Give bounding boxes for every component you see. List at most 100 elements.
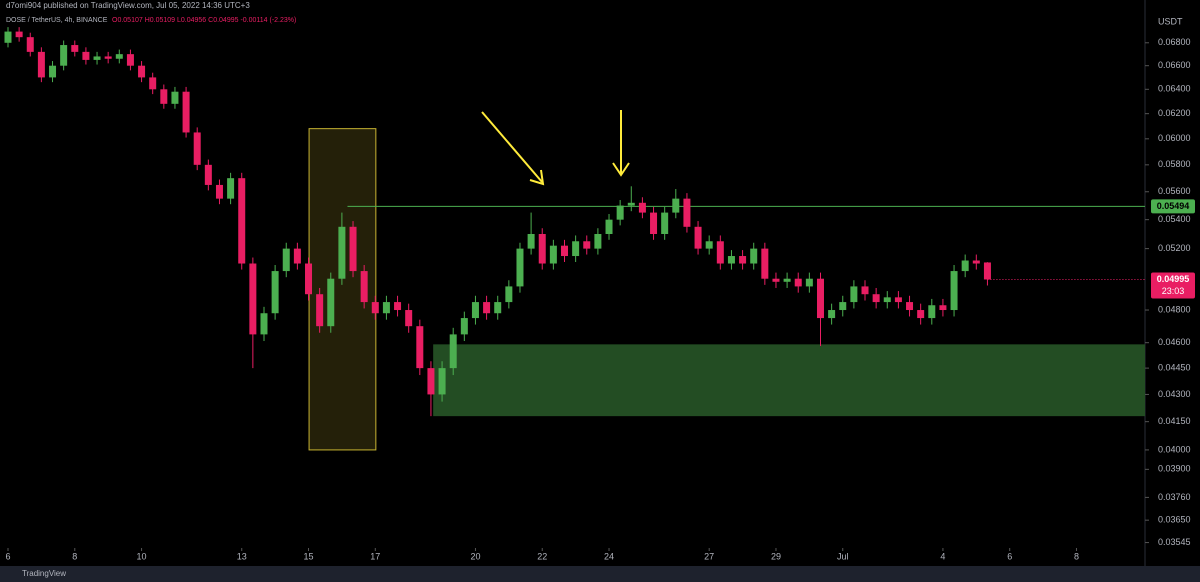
- candle-body: [171, 91, 179, 104]
- candle-body: [182, 91, 190, 133]
- y-tick-label: 0.04000: [1158, 444, 1191, 454]
- candle-body: [126, 54, 134, 66]
- candle-body: [427, 368, 435, 395]
- candle-body: [650, 212, 658, 235]
- candle-body: [60, 45, 68, 66]
- candle-body: [316, 294, 324, 327]
- footer-bar: [0, 566, 1200, 582]
- candle-body: [338, 226, 346, 279]
- candle-body: [572, 241, 580, 257]
- candle-body: [293, 248, 301, 264]
- candle-body: [661, 212, 669, 235]
- x-tick-label: 22: [537, 551, 547, 561]
- candle-body: [894, 297, 902, 303]
- candle-body: [638, 202, 646, 213]
- candle-body: [49, 65, 57, 78]
- candle-body: [839, 302, 847, 311]
- candle-body: [828, 310, 836, 319]
- candle-body: [616, 205, 624, 220]
- candle-body: [939, 305, 947, 311]
- candle-body: [727, 256, 735, 264]
- x-tick-label: 29: [771, 551, 781, 561]
- x-tick-label: 8: [72, 551, 77, 561]
- candle-body: [271, 271, 279, 314]
- candle-body: [816, 278, 824, 319]
- candle-body: [850, 286, 858, 303]
- x-tick-label: 13: [237, 551, 247, 561]
- demand-zone: [433, 344, 1145, 417]
- candle-body: [71, 45, 79, 52]
- candle-body: [750, 248, 758, 264]
- candle-body: [26, 37, 34, 52]
- x-tick-label: 10: [137, 551, 147, 561]
- x-tick-label: 24: [604, 551, 614, 561]
- y-tick-label: 0.05200: [1158, 243, 1191, 253]
- candle-body: [505, 286, 513, 303]
- y-tick-label: 0.03650: [1158, 515, 1191, 525]
- x-tick-label: 17: [370, 551, 380, 561]
- candle-body: [705, 241, 713, 249]
- x-tick-label: 4: [940, 551, 945, 561]
- candle-body: [204, 164, 212, 185]
- candle-body: [249, 263, 257, 335]
- candle-body: [305, 263, 313, 295]
- candle-body: [772, 278, 780, 282]
- candle-body: [327, 278, 335, 327]
- candle-body: [683, 198, 691, 227]
- x-tick-label: 6: [5, 551, 10, 561]
- y-tick-label: 0.05400: [1158, 214, 1191, 224]
- candle-body: [215, 184, 223, 199]
- x-tick-label: 8: [1074, 551, 1079, 561]
- candle-body: [382, 302, 390, 314]
- candle-body: [360, 271, 368, 303]
- y-tick-label: 0.06000: [1158, 133, 1191, 143]
- candle-body: [471, 302, 479, 319]
- candle-body: [672, 198, 680, 213]
- candle-body: [805, 278, 813, 287]
- candle-body: [928, 305, 936, 319]
- y-tick-label: 0.03760: [1158, 492, 1191, 502]
- arrows: [481, 110, 630, 186]
- price-line-tag: [1151, 199, 1195, 214]
- candle-body: [605, 219, 613, 235]
- arrow-head: [612, 162, 630, 177]
- candle-body: [260, 313, 268, 335]
- candle-body: [583, 241, 591, 249]
- x-tick-label: 27: [704, 551, 714, 561]
- x-tick-label: 6: [1007, 551, 1012, 561]
- candle-body: [783, 278, 791, 282]
- last-price-tag: [1151, 272, 1195, 299]
- candle-body: [227, 178, 235, 199]
- candle-body: [438, 368, 446, 395]
- last-price-label: 0.04995: [1157, 274, 1190, 284]
- candle-body: [516, 248, 524, 287]
- y-tick-label: 0.06800: [1158, 37, 1191, 47]
- candle-body: [627, 202, 635, 206]
- price-line-label: 0.05494: [1157, 201, 1190, 211]
- unit: USDT: [1158, 16, 1183, 26]
- y-tick-label: 0.04800: [1158, 304, 1191, 314]
- x-tick-label: Jul: [837, 551, 849, 561]
- candle-body: [716, 241, 724, 264]
- candle-body: [906, 302, 914, 311]
- candle-body: [37, 51, 45, 78]
- candle-body: [93, 56, 101, 60]
- candle-body: [138, 65, 146, 78]
- arrow-head: [529, 169, 545, 186]
- candle-body: [917, 310, 925, 319]
- candle-body: [883, 297, 891, 303]
- y-tick-label: 0.03545: [1158, 537, 1191, 547]
- y-tick-label: 0.04150: [1158, 416, 1191, 426]
- candle-body: [549, 245, 557, 264]
- y-tick-label: 0.06400: [1158, 84, 1191, 94]
- x-tick-label: 15: [304, 551, 314, 561]
- candle-body: [416, 326, 424, 369]
- candle-body: [193, 132, 201, 165]
- candle-body: [861, 286, 869, 295]
- candle-body: [483, 302, 491, 314]
- candle-body: [4, 31, 12, 43]
- y-tick-label: 0.04450: [1158, 362, 1191, 372]
- candle-body: [961, 260, 969, 272]
